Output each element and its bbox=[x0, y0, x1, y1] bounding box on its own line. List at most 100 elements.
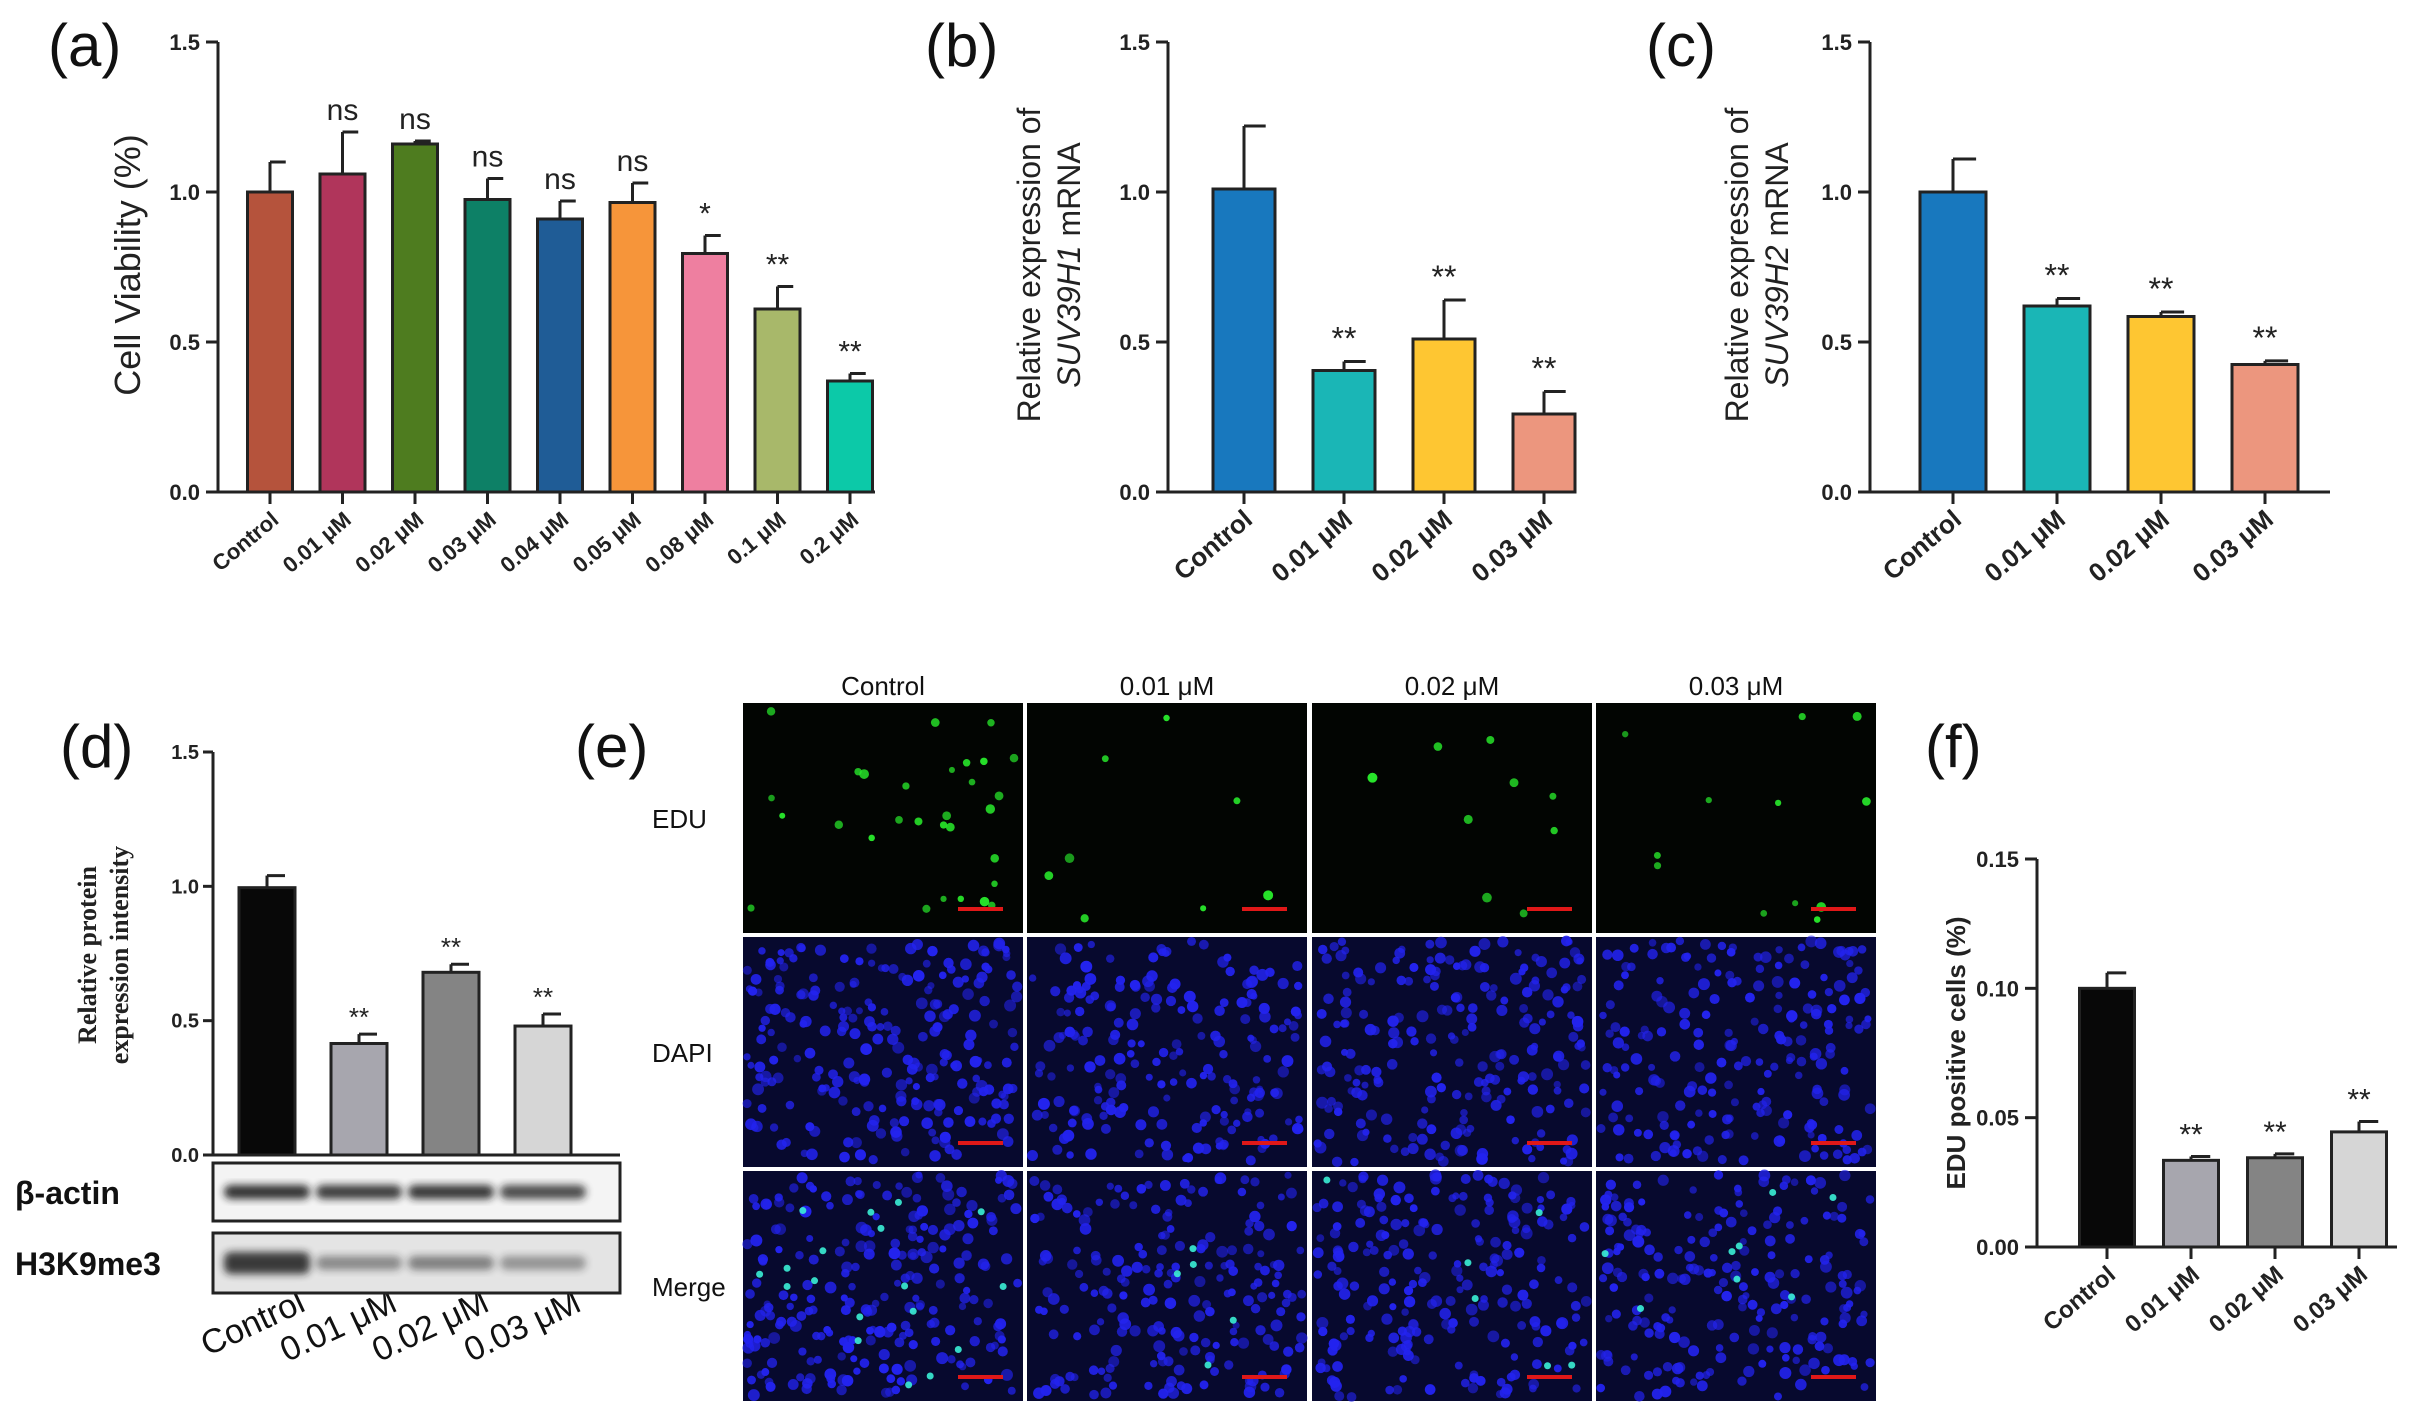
dapi-nucleus bbox=[1276, 1307, 1286, 1317]
dapi-nucleus bbox=[1486, 990, 1497, 1001]
dapi-nucleus bbox=[1821, 1365, 1830, 1375]
dapi-nucleus bbox=[1663, 1001, 1676, 1014]
dapi-nucleus bbox=[758, 1256, 768, 1266]
dapi-nucleus bbox=[1140, 992, 1150, 1003]
dapi-nucleus bbox=[908, 1339, 918, 1350]
dapi-nucleus bbox=[1662, 1361, 1673, 1372]
dapi-nucleus bbox=[1496, 1377, 1506, 1387]
dapi-nucleus bbox=[1392, 956, 1400, 965]
dapi-nucleus bbox=[978, 1117, 987, 1126]
dapi-nucleus bbox=[1694, 963, 1702, 971]
dapi-nucleus bbox=[1807, 1131, 1815, 1139]
dapi-nucleus bbox=[1846, 959, 1854, 968]
dapi-nucleus bbox=[789, 1319, 802, 1332]
dapi-nucleus bbox=[1040, 1307, 1048, 1316]
dapi-nucleus bbox=[1207, 1071, 1216, 1081]
dapi-nucleus bbox=[1423, 1334, 1434, 1345]
dapi-nucleus bbox=[1545, 1104, 1555, 1114]
chart-suv39h2-expression: 0.0 0.5 1.0 1.5 Control 0.01 μM ** 0.02 μM ** 0.0… bbox=[1719, 30, 2330, 588]
dapi-nucleus bbox=[1321, 953, 1332, 964]
dapi-nucleus bbox=[1747, 1226, 1757, 1236]
dapi-nucleus bbox=[911, 1097, 920, 1106]
dapi-nucleus bbox=[1669, 1149, 1677, 1157]
dapi-nucleus bbox=[1337, 937, 1347, 946]
blot-band bbox=[224, 1185, 310, 1199]
dapi-nucleus bbox=[1425, 939, 1435, 949]
dapi-nucleus bbox=[1335, 1252, 1345, 1262]
dapi-nucleus bbox=[1329, 1228, 1341, 1239]
dapi-nucleus bbox=[953, 1106, 964, 1116]
dapi-nucleus bbox=[765, 957, 775, 968]
dapi-nucleus bbox=[808, 973, 818, 983]
dapi-nucleus bbox=[1366, 1240, 1374, 1248]
dapi-nucleus bbox=[900, 1273, 911, 1283]
dapi-nucleus bbox=[742, 965, 752, 975]
dapi-nucleus bbox=[1175, 1047, 1184, 1056]
dapi-nucleus bbox=[1073, 1246, 1081, 1255]
dapi-nucleus bbox=[1193, 1310, 1206, 1322]
dapi-nucleus bbox=[964, 1116, 976, 1127]
dapi-nucleus bbox=[1250, 992, 1258, 1000]
dapi-nucleus bbox=[929, 1150, 941, 1162]
dapi-nucleus bbox=[1120, 1277, 1130, 1287]
significance-label: ** bbox=[533, 982, 553, 1012]
dapi-nucleus bbox=[968, 1092, 980, 1104]
dapi-nucleus bbox=[777, 1042, 787, 1053]
dapi-nucleus bbox=[779, 962, 789, 972]
dapi-nucleus bbox=[1047, 1293, 1060, 1305]
dapi-nucleus bbox=[1519, 963, 1529, 972]
dapi-nucleus bbox=[767, 1028, 775, 1037]
dapi-nucleus bbox=[1572, 1384, 1581, 1393]
dapi-nucleus bbox=[1393, 1012, 1404, 1023]
dapi-nucleus bbox=[1846, 972, 1858, 984]
dapi-nucleus bbox=[789, 1183, 799, 1193]
dapi-nucleus bbox=[1528, 1154, 1536, 1163]
blot-band bbox=[316, 1185, 402, 1199]
dapi-nucleus bbox=[1263, 1228, 1275, 1241]
dapi-nucleus bbox=[973, 977, 985, 989]
dapi-nucleus bbox=[1775, 946, 1783, 954]
dapi-nucleus bbox=[1682, 1148, 1692, 1159]
dapi-nucleus bbox=[1758, 1176, 1770, 1188]
dapi-nucleus bbox=[764, 1377, 774, 1387]
dapi-nucleus bbox=[1859, 1237, 1869, 1247]
dapi-nucleus bbox=[1431, 1223, 1443, 1236]
dapi-nucleus bbox=[1333, 1020, 1341, 1029]
dapi-nucleus bbox=[864, 1016, 875, 1027]
dapi-nucleus bbox=[1476, 1153, 1488, 1165]
dapi-nucleus bbox=[1072, 1210, 1081, 1218]
dapi-nucleus bbox=[1240, 1014, 1251, 1025]
dapi-nucleus bbox=[1845, 1022, 1853, 1030]
dapi-nucleus bbox=[1605, 1179, 1617, 1190]
dapi-nucleus bbox=[1564, 1345, 1575, 1356]
dapi-nucleus bbox=[1478, 938, 1491, 951]
dapi-nucleus bbox=[965, 1029, 977, 1042]
dapi-nucleus bbox=[822, 1084, 830, 1092]
dapi-nucleus bbox=[1348, 1241, 1359, 1253]
dapi-nucleus bbox=[1675, 1100, 1686, 1111]
dapi-nucleus bbox=[1799, 1021, 1808, 1029]
dapi-nucleus bbox=[1356, 1199, 1366, 1209]
gene-name: SUV39H2 bbox=[1759, 245, 1795, 388]
dapi-nucleus bbox=[1565, 1147, 1578, 1160]
merge-nucleus bbox=[1189, 1260, 1197, 1268]
dapi-nucleus bbox=[1164, 1297, 1177, 1309]
dapi-nucleus bbox=[1632, 1180, 1642, 1190]
dapi-nucleus bbox=[1541, 1068, 1554, 1081]
dapi-nucleus bbox=[1138, 1249, 1148, 1259]
dapi-nucleus bbox=[1058, 1031, 1067, 1040]
dapi-nucleus bbox=[838, 1007, 846, 1015]
merge-nucleus bbox=[1471, 1294, 1479, 1302]
dapi-nucleus bbox=[1849, 1152, 1861, 1164]
dapi-nucleus bbox=[1108, 1087, 1120, 1098]
dapi-nucleus bbox=[894, 1337, 905, 1348]
x-tick-label: 0.02 μM bbox=[350, 507, 428, 578]
dapi-nucleus bbox=[785, 1100, 795, 1110]
dapi-nucleus bbox=[932, 1022, 943, 1033]
dapi-nucleus bbox=[1489, 1253, 1500, 1264]
edu-nucleus bbox=[985, 804, 996, 814]
dapi-nucleus bbox=[1609, 1066, 1619, 1075]
dapi-nucleus bbox=[1692, 1146, 1703, 1156]
dapi-nucleus bbox=[1834, 1125, 1844, 1134]
